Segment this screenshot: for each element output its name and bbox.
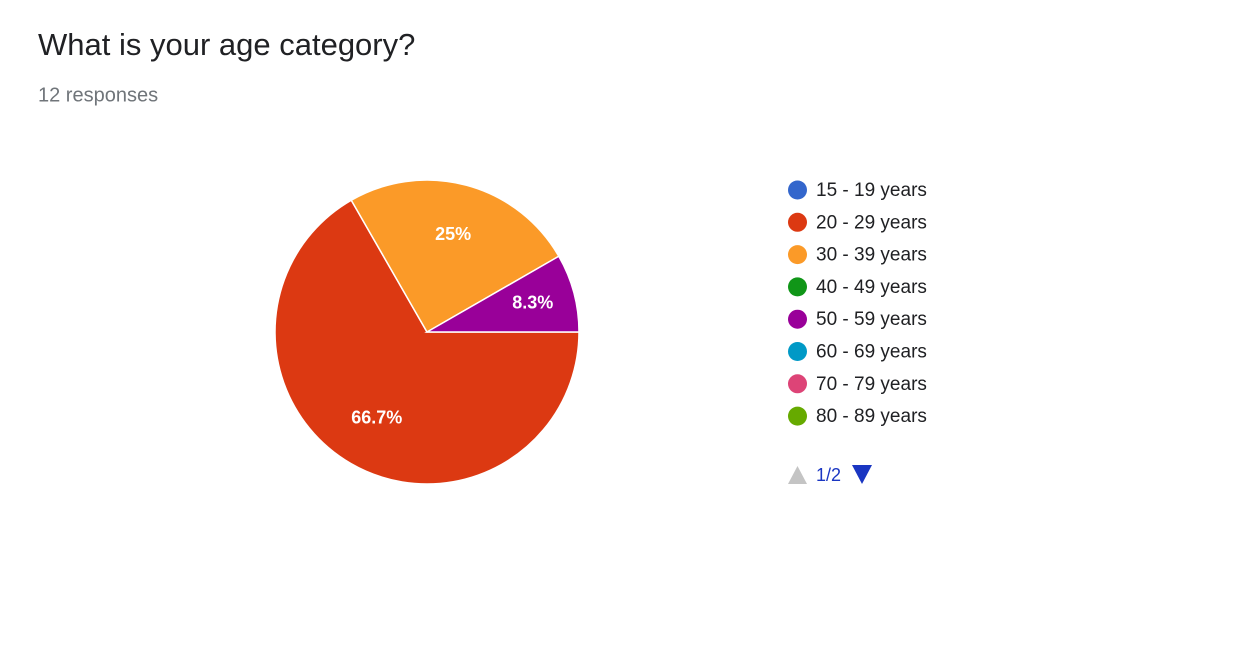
legend-label: 20 - 29 years <box>816 212 927 233</box>
legend-label: 60 - 69 years <box>816 342 927 363</box>
data-label: 8.3% <box>512 293 553 313</box>
legend-swatch <box>788 374 807 394</box>
legend-swatch <box>788 309 807 329</box>
legend-label: 40 - 49 years <box>816 277 927 298</box>
pie-slice <box>424 255 580 333</box>
legend-swatch <box>788 180 807 200</box>
legend-prev[interactable] <box>788 466 807 484</box>
legend-next[interactable] <box>852 465 872 484</box>
legend-page: 1/2 <box>816 465 841 485</box>
chart-subtitle: 12 responses <box>38 84 158 106</box>
legend-swatch <box>788 212 807 232</box>
pie-slice <box>274 199 580 485</box>
pie-slice <box>350 179 560 334</box>
data-label: 25% <box>435 224 471 244</box>
legend-label: 30 - 39 years <box>816 245 927 266</box>
legend-swatch <box>788 277 807 297</box>
legend-swatch <box>788 406 807 426</box>
data-label: 66.7% <box>351 408 402 428</box>
legend-label: 15 - 19 years <box>816 180 927 201</box>
legend-label: 50 - 59 years <box>816 309 927 330</box>
legend-label: 70 - 79 years <box>816 374 927 395</box>
chart-title: What is your age category? <box>38 27 415 62</box>
legend-swatch <box>788 342 807 361</box>
legend-swatch <box>788 245 807 265</box>
legend-label: 80 - 89 years <box>816 406 927 427</box>
